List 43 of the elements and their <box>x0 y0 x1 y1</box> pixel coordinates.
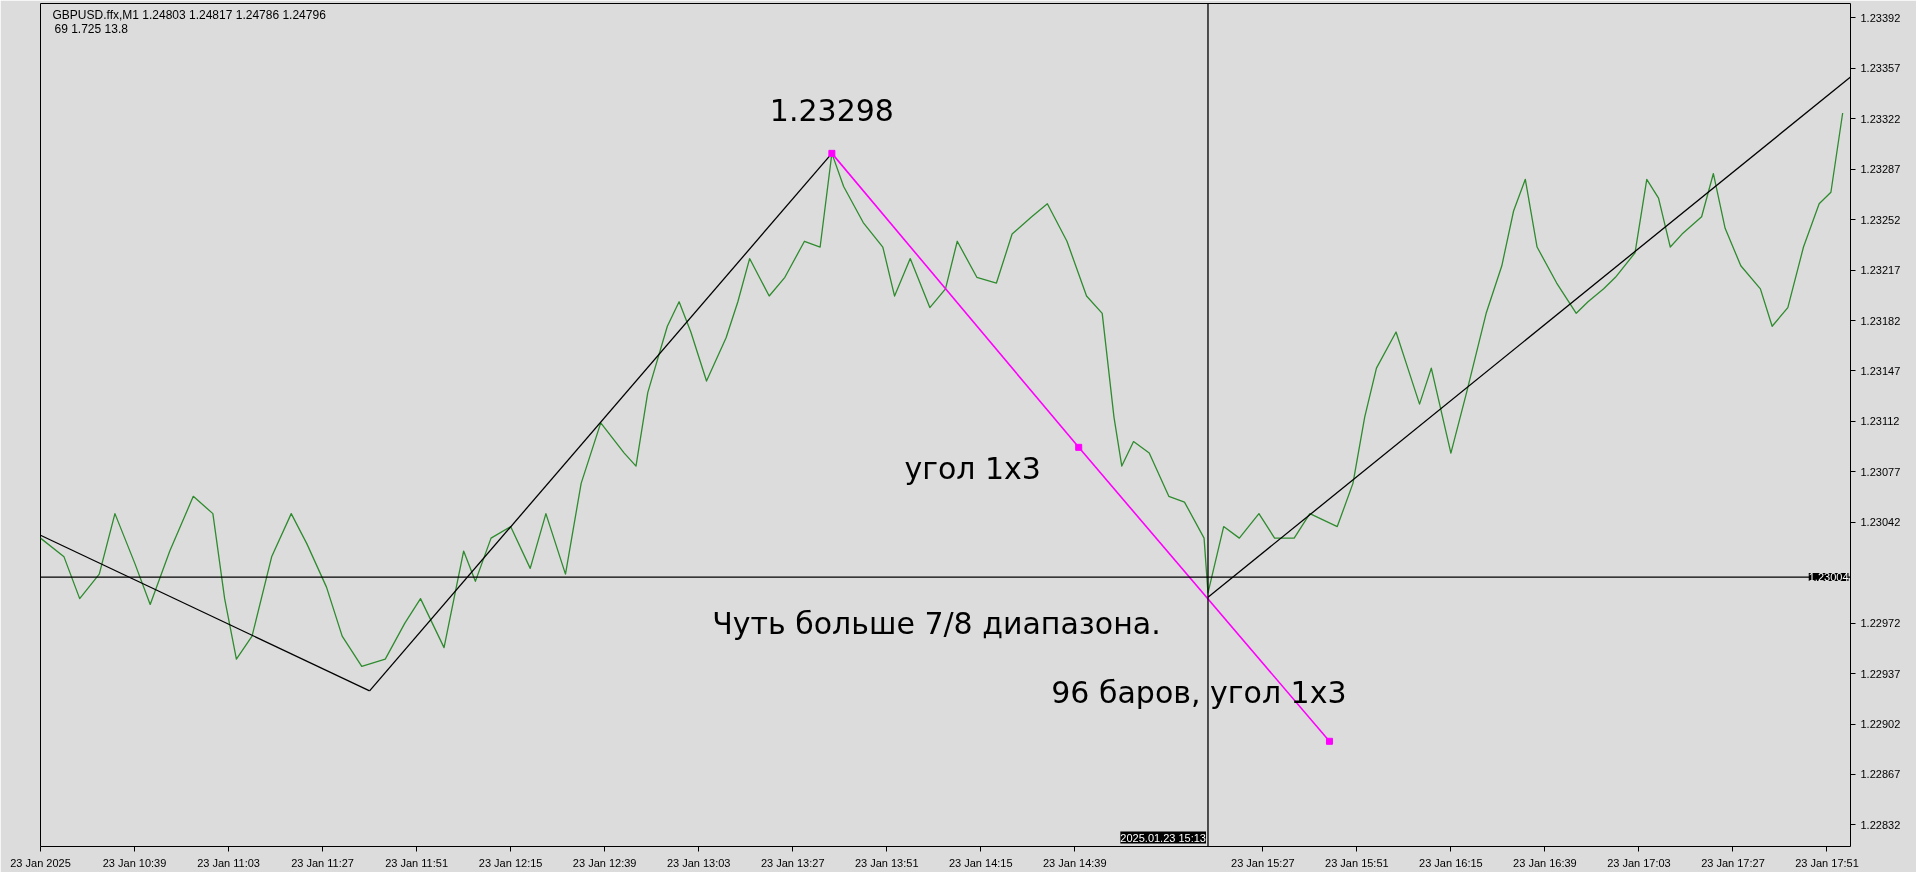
y-tick-label: 1.23182 <box>1860 314 1901 327</box>
x-tick-label: 23 Jan 17:51 <box>1795 856 1859 869</box>
x-tick-label: 23 Jan 13:51 <box>854 856 919 869</box>
chart-title: GBPUSD.ffx,M1 1.24803 1.24817 1.24786 1.24796 <box>52 7 327 22</box>
y-tick-label: 1.22867 <box>1860 768 1901 781</box>
x-tick-label: 23 Jan 12:39 <box>572 856 637 869</box>
ref-line-label: 2025.01.23 15:13 <box>1120 831 1206 844</box>
x-tick-label: 23 Jan 15:51 <box>1325 856 1389 869</box>
y-tick-label: 1.23357 <box>1860 62 1901 75</box>
y-tick-label: 1.23042 <box>1860 516 1901 529</box>
x-tick-label: 23 Jan 11:03 <box>197 856 260 869</box>
x-tick-label: 23 Jan 15:27 <box>1231 856 1295 869</box>
x-tick-label: 23 Jan 17:27 <box>1701 856 1765 869</box>
x-tick-label: 23 Jan 13:03 <box>666 856 731 869</box>
annotation: 96 баров, угол 1x3 <box>1051 674 1347 710</box>
x-tick-label: 23 Jan 12:15 <box>478 856 543 869</box>
y-tick-label: 1.23392 <box>1860 11 1901 24</box>
x-tick-label: 23 Jan 11:51 <box>385 856 448 869</box>
text: 69 1.725 13.8 <box>54 21 129 36</box>
x-tick-label: 23 Jan 11:27 <box>291 856 354 869</box>
y-tick-label: 1.23077 <box>1860 465 1901 478</box>
y-tick-label: 1.23147 <box>1860 364 1901 377</box>
y-tick-label: 1.22937 <box>1860 667 1901 680</box>
x-tick-label: 23 Jan 14:15 <box>948 856 1013 869</box>
x-tick-label: 23 Jan 17:03 <box>1607 856 1671 869</box>
y-tick-label: 1.22832 <box>1860 818 1901 831</box>
x-tick-label: 23 Jan 2025 <box>10 856 71 869</box>
annotation: угол 1x3 <box>904 451 1041 487</box>
annotation: 1.23298 <box>769 93 894 129</box>
y-tick-label: 1.23217 <box>1860 264 1901 277</box>
y-tick-label: 1.22902 <box>1860 718 1901 731</box>
y-tick-label: 1.22972 <box>1860 617 1901 630</box>
x-tick-label: 23 Jan 10:39 <box>102 856 167 869</box>
y-tick-label: 1.23252 <box>1860 213 1901 226</box>
annotation: Чуть больше 7/8 диапазона. <box>712 605 1161 641</box>
x-tick-label: 23 Jan 16:15 <box>1419 856 1483 869</box>
y-tick-label: 1.23322 <box>1860 112 1901 125</box>
x-tick-label: 23 Jan 13:27 <box>760 856 825 869</box>
y-tick-label: 1.23287 <box>1860 163 1901 176</box>
x-tick-label: 23 Jan 14:39 <box>1042 856 1107 869</box>
y-tick-label: 1.23112 <box>1860 415 1900 428</box>
x-tick-label: 23 Jan 16:39 <box>1513 856 1577 869</box>
ref-line-label: 1.23004 <box>1808 571 1849 584</box>
